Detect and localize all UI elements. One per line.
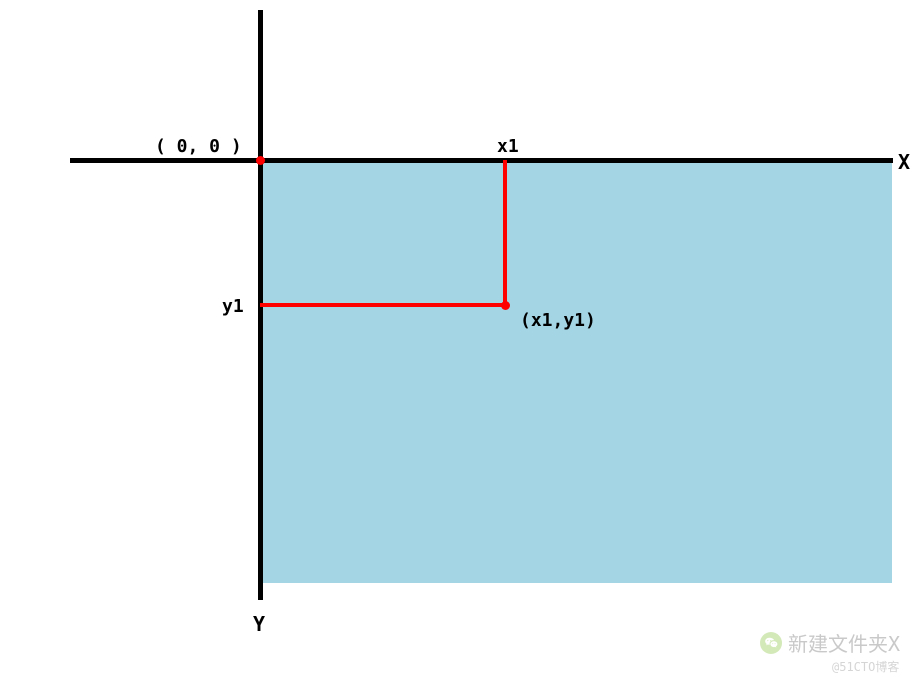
x-axis-label: X [898, 150, 910, 174]
guide-line-vertical [503, 160, 507, 305]
guide-line-horizontal [260, 303, 505, 307]
coordinate-point-icon [501, 301, 510, 310]
origin-point-icon [256, 156, 265, 165]
watermark-main-text: 新建文件夹X [788, 628, 900, 657]
point-coordinate-label: (x1,y1) [520, 310, 596, 331]
origin-label: ( 0, 0 ) [155, 136, 242, 157]
wechat-icon [760, 632, 782, 654]
watermark-main: 新建文件夹X [760, 628, 900, 657]
y-axis-label: Y [253, 612, 265, 636]
x-tick-label: x1 [497, 136, 519, 157]
diagram-canvas: ( 0, 0 ) X Y x1 y1 (x1,y1) 新建文件夹X @51CTO… [0, 0, 924, 677]
watermark-sub: @51CTO博客 [832, 658, 899, 675]
x-axis [70, 158, 893, 163]
y-tick-label: y1 [222, 296, 244, 317]
filled-quadrant [263, 163, 892, 583]
